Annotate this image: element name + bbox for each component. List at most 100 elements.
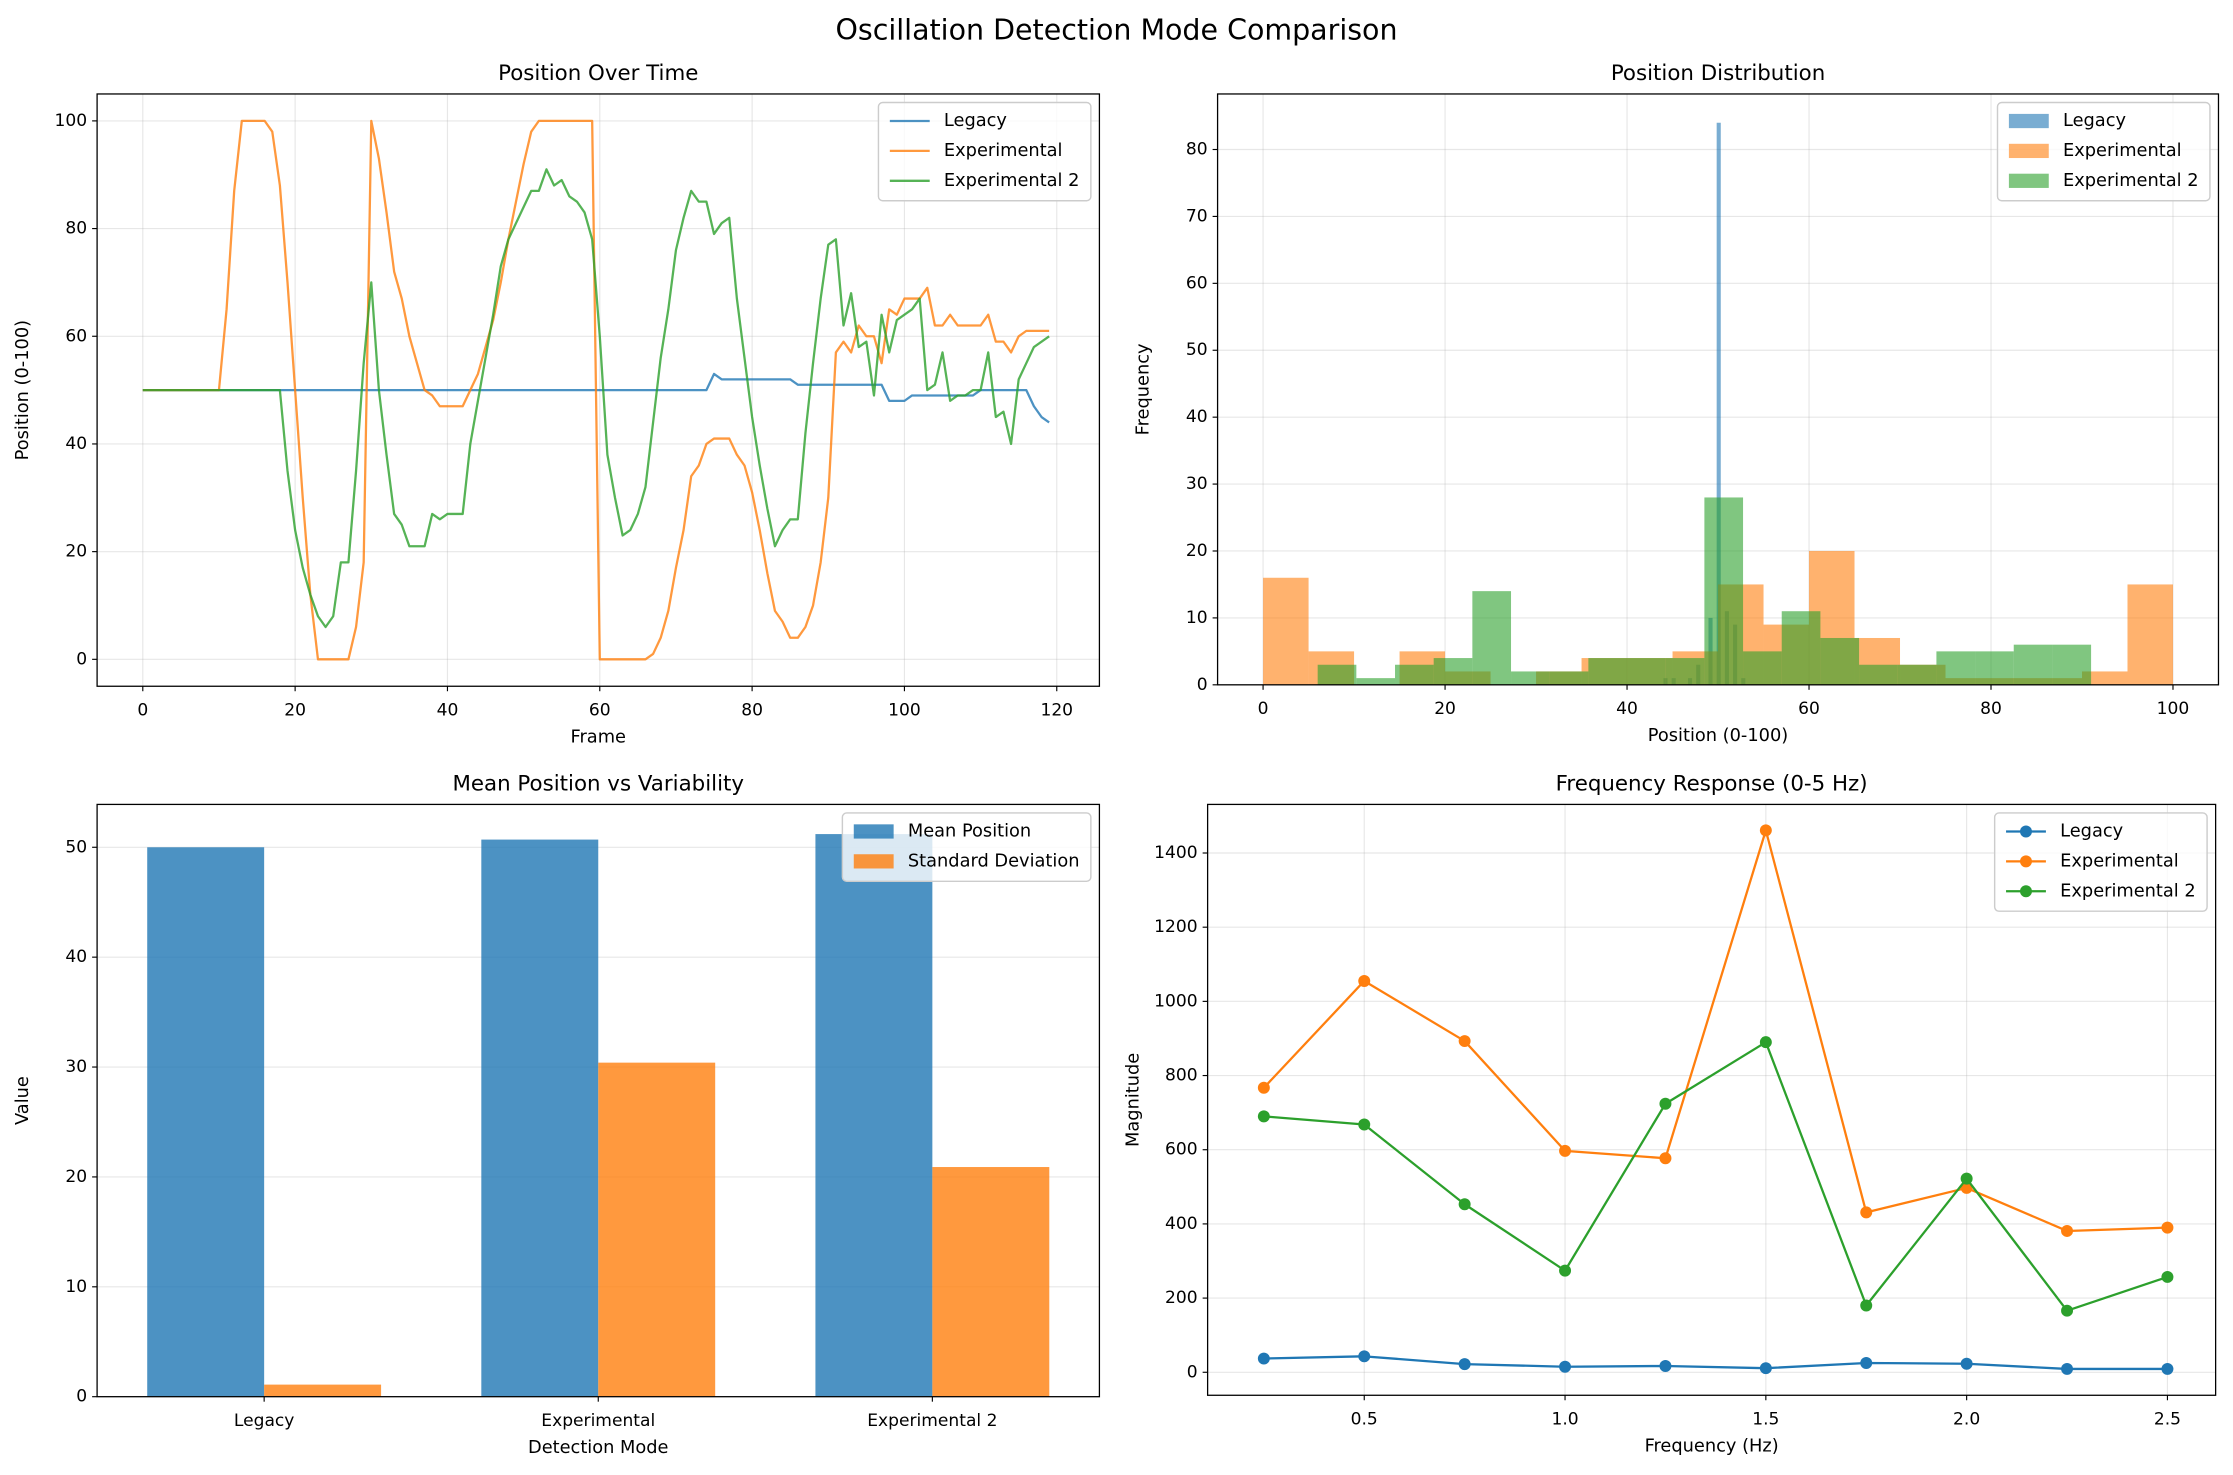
bar	[932, 1167, 1050, 1397]
legend-label: Experimental 2	[2063, 170, 2199, 191]
marker	[1860, 1206, 1873, 1219]
y-tick-label: 20	[65, 1167, 87, 1187]
marker	[1659, 1359, 1672, 1372]
axes-frame	[1206, 803, 2217, 1396]
y-tick-label: 600	[1165, 1140, 1198, 1160]
histogram-bar	[1263, 577, 1309, 685]
legend-item: Experimental	[2008, 140, 2182, 161]
histogram-bar	[1936, 651, 1976, 685]
axes-frame	[96, 803, 1101, 1398]
subplot: 0 10 20 30 40 50 60 70 80 0 20 40 60 80 100 Position Di…	[1133, 61, 2220, 746]
histogram-bar	[1743, 651, 1782, 685]
legend-patch	[853, 854, 894, 869]
legend: Legacy Experimental Experimental 2	[1996, 101, 2211, 202]
marker	[1759, 1036, 1772, 1049]
line	[142, 168, 1050, 629]
histogram-bar	[1627, 658, 1666, 685]
y-tick-label: 10	[1186, 608, 1208, 628]
legend-marker	[2020, 855, 2032, 868]
marker	[1257, 1110, 1270, 1123]
legend-item: Experimental 2	[2008, 170, 2199, 191]
y-tick-label: 1200	[1154, 917, 1197, 937]
x-tick-label: 120	[1040, 700, 1073, 720]
legend-label: Experimental	[2063, 140, 2182, 161]
x-tick-label: 2.5	[2154, 1409, 2181, 1429]
marker	[1659, 1097, 1672, 1110]
x-tick-label: 0.5	[1351, 1409, 1378, 1429]
legend-item: Experimental	[889, 140, 1063, 161]
y-tick-label: 40	[65, 434, 87, 454]
x-tick-label: 60	[589, 700, 611, 720]
line	[142, 119, 1050, 661]
marker	[2061, 1362, 2074, 1375]
axes-frame	[1216, 93, 2220, 686]
histogram-bar	[1588, 658, 1628, 685]
y-tick-label: 1000	[1154, 991, 1197, 1011]
marker	[2161, 1221, 2174, 1234]
legend-item: Experimental 2	[889, 170, 1080, 191]
legend-item: Legacy	[2008, 110, 2126, 131]
legend-label: Experimental	[2060, 850, 2179, 871]
y-tick-label: 40	[1186, 407, 1208, 427]
marker	[1358, 1118, 1371, 1131]
legend-label: Legacy	[2063, 110, 2126, 131]
bar	[147, 847, 265, 1397]
y-tick-label: 400	[1165, 1214, 1198, 1234]
legend-item: Experimental 2	[2006, 880, 2196, 901]
y-tick-label: 10	[65, 1277, 87, 1297]
marker	[1458, 1035, 1471, 1048]
line	[1263, 829, 2168, 1233]
y-tick-label: 70	[1186, 206, 1208, 226]
legend: Legacy Experimental Experimental 2	[877, 101, 1092, 202]
x-tick-label: 100	[888, 700, 921, 720]
legend-item: Standard Deviation	[853, 850, 1079, 871]
marker	[2061, 1224, 2074, 1237]
x-tick-label: 0	[1258, 699, 1269, 719]
marker	[1257, 1352, 1270, 1365]
legend-item: Mean Position	[853, 820, 1031, 841]
marker	[1458, 1358, 1471, 1371]
x-tick-label: Experimental 2	[867, 1411, 997, 1431]
legend-label: Experimental 2	[944, 170, 1080, 191]
legend-label: Legacy	[944, 110, 1007, 131]
x-tick-label: 2.0	[1953, 1409, 1980, 1429]
marker	[1759, 824, 1772, 837]
marker	[1860, 1357, 1873, 1369]
legend-label: Mean Position	[908, 820, 1031, 841]
y-tick-label: 30	[65, 1057, 87, 1077]
y-axis-label: Frequency	[1133, 343, 1154, 435]
y-tick-label: 100	[55, 111, 88, 131]
legend-box	[1996, 101, 2211, 202]
legend-label: Experimental	[944, 140, 1063, 161]
histogram-bar	[1716, 122, 1721, 685]
plot-area	[1257, 824, 2174, 1375]
bar	[481, 839, 599, 1397]
marker	[2061, 1304, 2074, 1317]
subplot: 0 20 40 60 80 100 0 20 40 60 80 100 120 Position Over…	[12, 61, 1101, 748]
histogram-bar	[1472, 591, 1512, 685]
y-tick-label: 40	[65, 947, 87, 967]
x-tick-label: 80	[741, 700, 763, 720]
subplot-title: Position Over Time	[498, 61, 698, 86]
subplot-title: Mean Position vs Variability	[452, 771, 744, 796]
y-tick-label: 0	[1187, 1362, 1198, 1382]
plot-area	[142, 119, 1050, 661]
x-tick-label: 1.5	[1752, 1409, 1779, 1429]
legend-label: Experimental 2	[2060, 880, 2196, 901]
legend-patch	[2008, 173, 2049, 188]
marker	[1960, 1357, 1973, 1370]
figure-title: Oscillation Detection Mode Comparison	[835, 13, 1397, 46]
legend-patch	[2008, 113, 2049, 129]
x-tick-label: 0	[137, 700, 148, 720]
y-tick-label: 800	[1165, 1066, 1198, 1086]
x-axis-label: Frequency (Hz)	[1645, 1436, 1779, 1457]
histogram-bar	[1781, 611, 1821, 685]
histogram-bar	[1511, 671, 1550, 685]
line	[1263, 1355, 2168, 1371]
x-tick-label: 80	[1980, 699, 2002, 719]
legend-marker	[2020, 825, 2032, 838]
x-axis-label: Frame	[571, 727, 626, 748]
histogram-bar	[1704, 497, 1744, 685]
marker	[2161, 1270, 2174, 1283]
